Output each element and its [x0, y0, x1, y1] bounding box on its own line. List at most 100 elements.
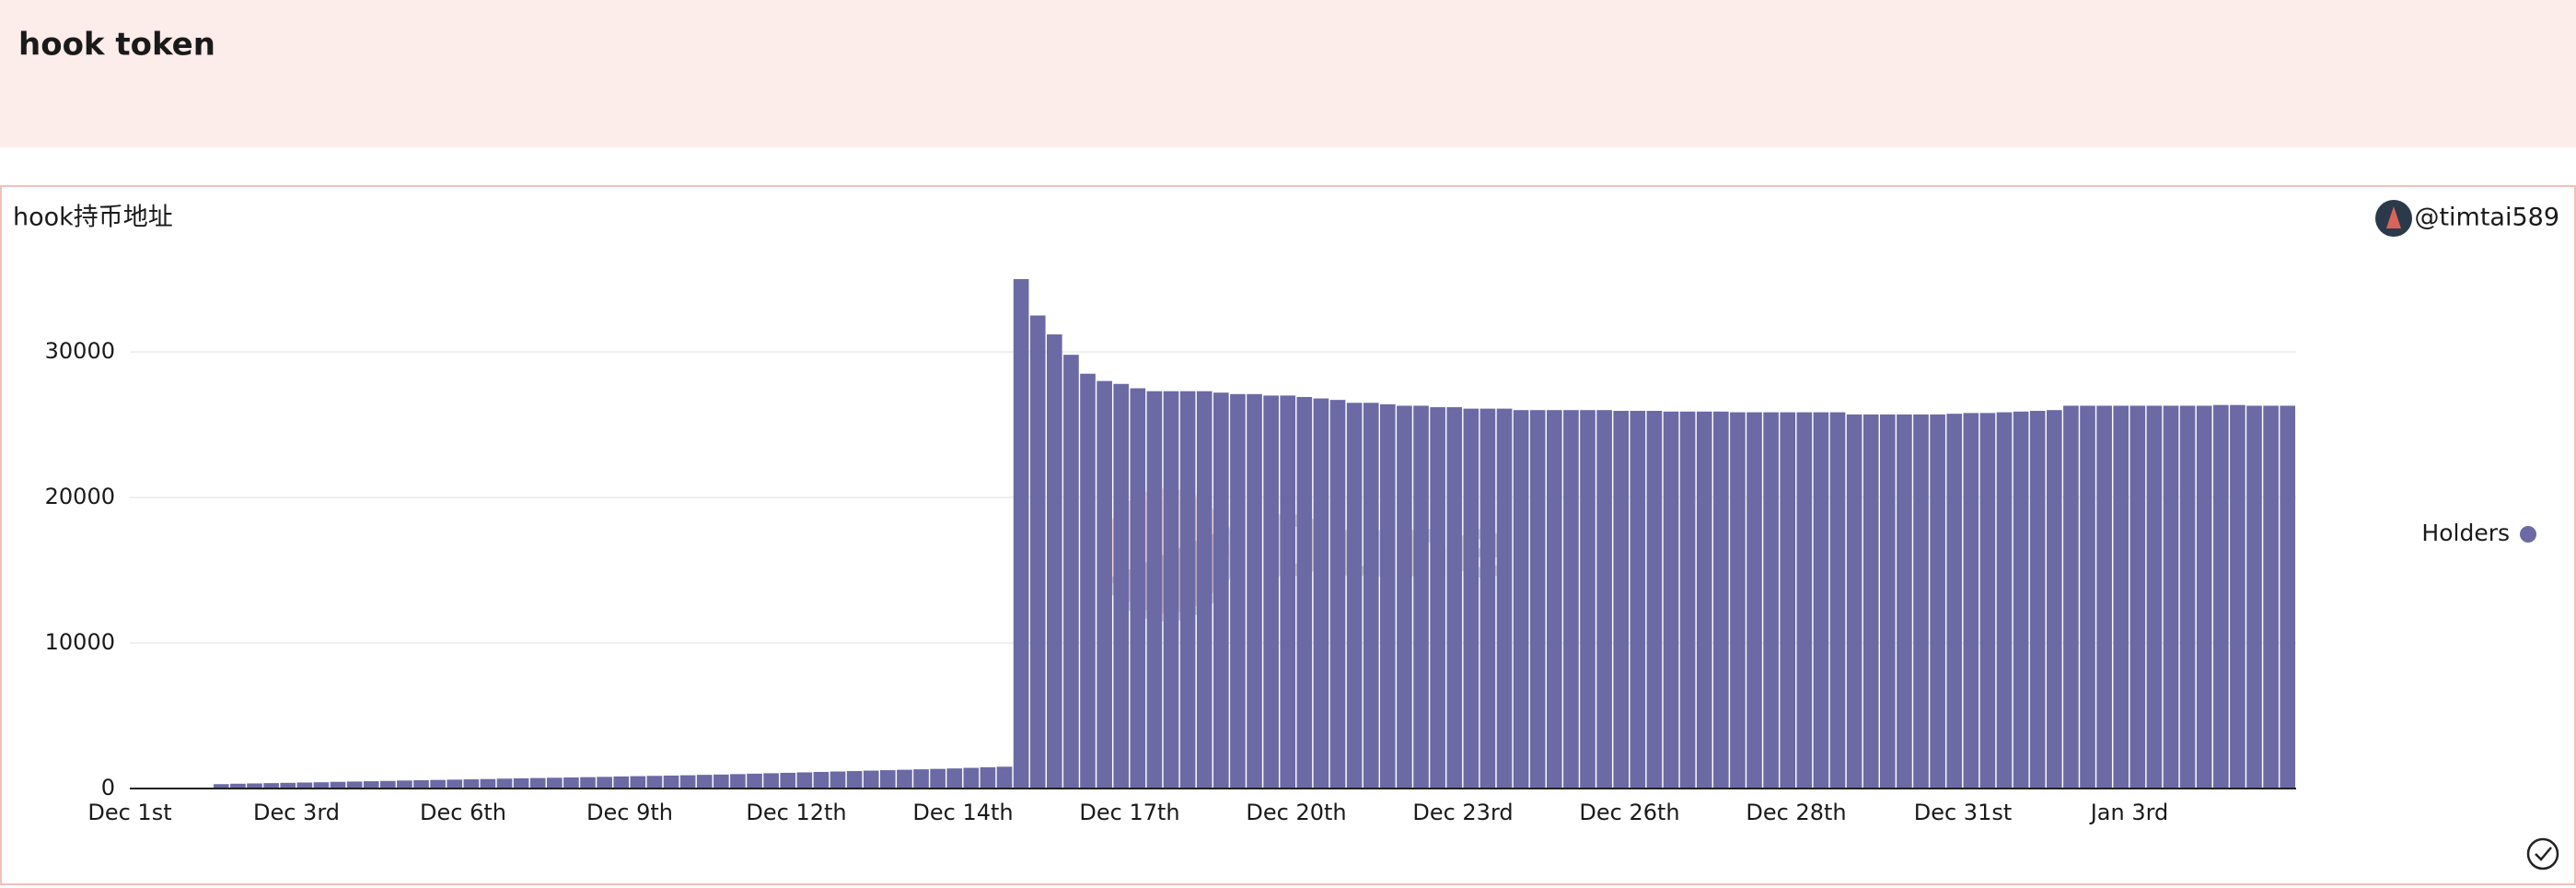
bar	[1580, 410, 1595, 789]
y-tick-label: 20000	[45, 484, 115, 509]
bar	[1630, 410, 1646, 789]
bar	[313, 782, 330, 789]
bar	[1430, 407, 1445, 789]
bar	[1413, 405, 1429, 789]
bar	[2113, 405, 2129, 789]
bar	[214, 784, 229, 789]
x-tick-label: Dec 12th	[746, 800, 846, 825]
bar	[1029, 315, 1046, 789]
bar	[1280, 395, 1296, 789]
avatar-icon	[2386, 206, 2401, 228]
x-tick-label: Dec 17th	[1079, 800, 1179, 825]
bar	[1513, 410, 1529, 789]
bar	[2047, 410, 2062, 789]
bar	[1829, 412, 1846, 789]
bar	[230, 783, 246, 789]
bar	[1047, 334, 1062, 789]
bar	[1446, 407, 1463, 789]
bar	[730, 774, 746, 789]
bar	[1846, 414, 1862, 789]
bar	[980, 766, 996, 789]
x-tick-label: Dec 26th	[1579, 800, 1679, 825]
bar	[1930, 414, 1945, 789]
x-tick-label: Dec 23rd	[1412, 800, 1513, 825]
legend-swatch	[2520, 526, 2536, 543]
bar	[2179, 405, 2196, 789]
bar	[630, 776, 646, 789]
y-tick-label: 0	[101, 775, 115, 800]
bar	[513, 777, 529, 789]
bar	[1563, 410, 1579, 789]
bar	[1696, 411, 1712, 789]
bar	[747, 773, 762, 789]
bar	[796, 772, 813, 789]
bar	[247, 783, 262, 789]
bar	[1113, 383, 1130, 789]
bar	[1613, 410, 1630, 789]
bar	[397, 780, 412, 789]
bar	[280, 782, 296, 789]
bar	[1963, 413, 1979, 789]
bar	[1796, 412, 1813, 789]
bar	[2063, 405, 2079, 789]
author: @timtai589	[2414, 204, 2559, 232]
bar	[646, 776, 663, 789]
bar	[2280, 405, 2296, 789]
bar	[1063, 355, 1079, 789]
bar	[1913, 414, 1929, 789]
bar	[930, 768, 946, 789]
bar	[1862, 414, 1879, 789]
bar	[913, 769, 929, 789]
bar	[346, 781, 363, 789]
bar	[1313, 398, 1329, 789]
bar	[1213, 392, 1229, 789]
bar	[1397, 405, 1412, 789]
bar	[263, 783, 279, 789]
bar	[897, 769, 912, 789]
x-tick-label: Dec 28th	[1746, 800, 1846, 825]
bar	[1880, 414, 1896, 789]
bar	[1163, 391, 1179, 789]
bar	[2029, 410, 2046, 789]
chart-title: hook持币地址	[13, 204, 173, 232]
x-tick-label: Dec 1st	[87, 800, 171, 825]
bar	[1679, 411, 1696, 789]
bar	[679, 775, 696, 789]
bar	[1780, 412, 1796, 789]
bar	[1263, 395, 1279, 789]
bar	[496, 778, 513, 789]
bar	[529, 777, 546, 789]
bar	[780, 772, 796, 789]
bar	[1179, 391, 1196, 789]
bar	[1363, 403, 1379, 789]
bar	[613, 776, 630, 789]
bar	[1329, 400, 1346, 789]
x-tick-label: Jan 3rd	[2089, 800, 2169, 825]
y-tick-label: 30000	[45, 338, 115, 364]
bar	[1013, 279, 1029, 789]
legend-label: Holders	[2421, 520, 2510, 546]
bar	[2230, 404, 2245, 789]
bar	[763, 773, 779, 789]
bar	[447, 779, 463, 789]
bar	[2246, 405, 2262, 789]
bar	[1730, 412, 1746, 789]
y-tick-label: 10000	[45, 629, 115, 655]
bar	[696, 775, 713, 789]
x-tick-label: Dec 31st	[1914, 800, 2013, 825]
check-icon[interactable]	[2526, 837, 2559, 870]
bar	[1130, 388, 1146, 789]
bar	[2213, 404, 2229, 789]
header-title: hook token	[18, 27, 215, 64]
bar	[1346, 403, 1363, 789]
bar	[547, 777, 563, 789]
header-band	[0, 0, 2576, 147]
bar	[1979, 413, 1996, 789]
bar	[1996, 412, 2013, 789]
bar	[1713, 411, 1729, 789]
bar	[1479, 408, 1496, 789]
bar	[996, 766, 1013, 789]
bar	[963, 767, 980, 789]
